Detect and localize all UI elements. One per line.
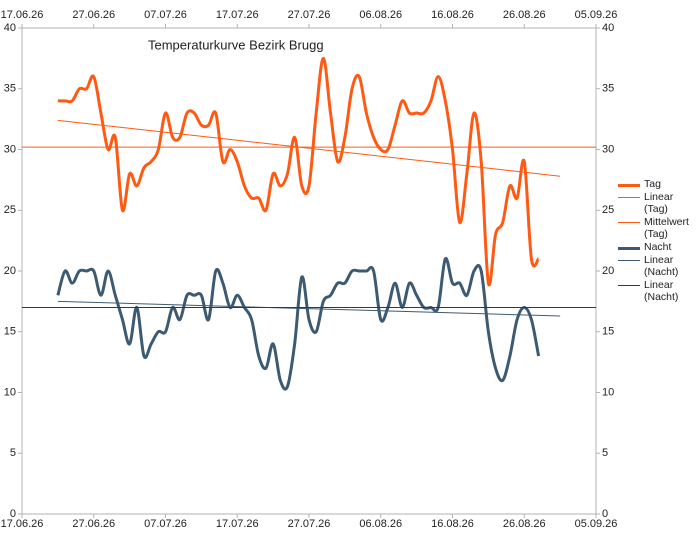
- series-line: [57, 56, 541, 287]
- series-line: [57, 119, 561, 177]
- y2-tick-label: 30: [602, 143, 614, 155]
- y-tick-label: 10: [4, 386, 16, 398]
- y2-tick-label: 40: [602, 22, 614, 34]
- legend-label: Nacht: [644, 241, 672, 253]
- legend-swatch: [618, 197, 640, 198]
- legend-label: Linear (Tag): [644, 191, 674, 215]
- x-tick-label: 17.07.26: [216, 518, 259, 530]
- series-line: [57, 300, 561, 317]
- chart-title: Temperaturkurve Bezirk Brugg: [148, 37, 324, 52]
- y2-tick-label: 0: [602, 508, 608, 520]
- x-tick-label-top: 27.06.26: [72, 9, 115, 21]
- x-tick-label: 06.08.26: [359, 518, 402, 530]
- x-tick-label: 16.08.26: [431, 518, 474, 530]
- legend-item: Mittelwert (Tag): [618, 216, 698, 240]
- legend-item: Linear (Nacht): [618, 254, 698, 278]
- legend-item: Tag: [618, 178, 698, 190]
- legend: Tag Linear (Tag) Mittelwert (Tag) Nacht Line…: [618, 178, 698, 304]
- x-tick-label-top: 06.08.26: [359, 9, 402, 21]
- y-tick-label: 25: [4, 204, 16, 216]
- legend-swatch: [618, 184, 640, 187]
- y-tick-label: 40: [4, 22, 16, 34]
- legend-swatch: [618, 260, 640, 261]
- x-tick-label-top: 17.07.26: [216, 9, 259, 21]
- x-tick-label: 27.07.26: [288, 518, 331, 530]
- x-tick-label-top: 17.06.26: [1, 9, 44, 21]
- y2-tick-label: 15: [602, 326, 614, 338]
- legend-swatch: [618, 285, 640, 286]
- y-tick-label: 35: [4, 83, 16, 95]
- y-tick-label: 20: [4, 265, 16, 277]
- y2-tick-label: 10: [602, 386, 614, 398]
- legend-swatch: [618, 222, 640, 223]
- series-line: [56, 257, 541, 391]
- x-tick-label: 17.06.26: [1, 518, 44, 530]
- x-tick-label: 26.08.26: [503, 518, 546, 530]
- legend-label: Tag: [644, 178, 661, 190]
- legend-label: Linear (Nacht): [644, 279, 679, 303]
- x-tick-label: 27.06.26: [72, 518, 115, 530]
- y2-tick-label: 20: [602, 265, 614, 277]
- x-tick-label: 07.07.26: [144, 518, 187, 530]
- y-tick-label: 5: [10, 447, 16, 459]
- legend-item: Linear (Tag): [618, 191, 698, 215]
- x-tick-label-top: 26.08.26: [503, 9, 546, 21]
- y2-tick-label: 5: [602, 447, 608, 459]
- x-tick-label-top: 27.07.26: [288, 9, 331, 21]
- y-tick-label: 0: [10, 508, 16, 520]
- legend-item: Nacht: [618, 241, 698, 253]
- y2-tick-label: 35: [602, 83, 614, 95]
- x-tick-label: 05.09.26: [575, 518, 618, 530]
- x-tick-label-top: 07.07.26: [144, 9, 187, 21]
- legend-label: Mittelwert (Tag): [644, 216, 689, 240]
- legend-label: Linear (Nacht): [644, 254, 679, 278]
- y-tick-label: 15: [4, 326, 16, 338]
- x-tick-label-top: 16.08.26: [431, 9, 474, 21]
- legend-item: Linear (Nacht): [618, 279, 698, 303]
- legend-swatch: [618, 247, 640, 250]
- y-tick-label: 30: [4, 143, 16, 155]
- y2-tick-label: 25: [602, 204, 614, 216]
- x-tick-label-top: 05.09.26: [575, 9, 618, 21]
